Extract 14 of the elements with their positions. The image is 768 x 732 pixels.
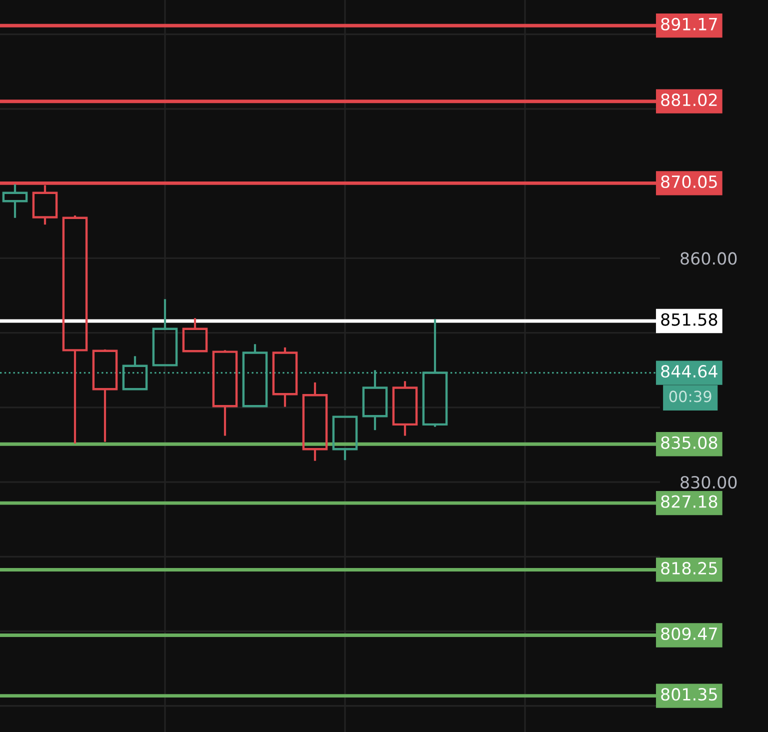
- y-tick-label: 860.00: [680, 252, 737, 265]
- candlestick: [302, 381, 328, 462]
- ref-line-label: 851.58: [661, 313, 718, 326]
- ref-line-label: 801.35: [661, 688, 717, 701]
- ref-line-label: 809.47: [661, 627, 717, 640]
- text: 00:39: [669, 390, 712, 402]
- ref-line-label: 827.18: [661, 495, 718, 508]
- ref-line-label: 818.25: [661, 562, 717, 575]
- ref-line-label: 835.08: [661, 436, 718, 449]
- ref-line-label: 870.05: [661, 175, 717, 188]
- ref-line-label: 844.64: [661, 365, 718, 378]
- ref-line-label: 881.02: [661, 94, 717, 106]
- ref-line-label: 891.17: [661, 18, 717, 30]
- y-tick-label: 830.00: [680, 476, 737, 489]
